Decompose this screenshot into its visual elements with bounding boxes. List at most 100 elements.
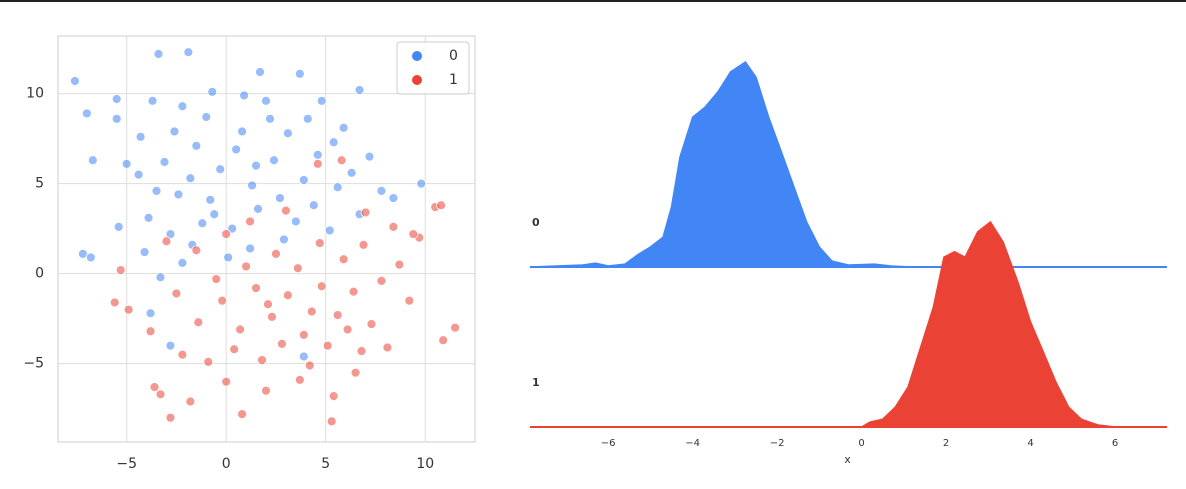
scatter-point: [328, 137, 339, 148]
scatter-point: [253, 203, 263, 214]
legend-box: [396, 41, 470, 95]
x-tick-label: −4: [685, 438, 700, 449]
scatter-point: [237, 409, 248, 419]
scatter-point: [314, 238, 325, 248]
x-tick-label: 4: [1027, 438, 1033, 449]
scatter-point: [298, 351, 309, 362]
scatter-point: [115, 265, 126, 275]
scatter-point: [121, 158, 132, 169]
scatter-point: [209, 209, 220, 220]
scatter-point: [376, 275, 387, 286]
scatter-point: [292, 263, 303, 274]
scatter-point: [364, 151, 375, 162]
y-tick-label: −5: [23, 356, 44, 372]
scatter-point: [223, 252, 234, 263]
scatter-point: [185, 396, 196, 407]
scatter-point: [332, 182, 343, 193]
scatter-point: [332, 310, 343, 320]
scatter-point: [231, 144, 242, 155]
scatter-point: [87, 155, 98, 166]
scatter-point: [77, 248, 88, 259]
ridge-label: 0: [532, 216, 540, 229]
scatter-point: [183, 47, 194, 58]
scatter-point: [261, 95, 271, 106]
scatter-point: [338, 122, 349, 133]
scatter-point: [155, 389, 166, 400]
scatter-point: [281, 205, 291, 216]
scatter-point: [316, 281, 327, 292]
scatter-point: [416, 178, 427, 189]
scatter-point: [342, 324, 353, 335]
scatter-point: [290, 216, 301, 227]
scatter-point: [149, 382, 160, 392]
scatter-point: [282, 290, 293, 301]
scatter-point: [366, 319, 377, 329]
scatter-point: [201, 112, 212, 122]
legend-label: 1: [449, 72, 458, 88]
scatter-point: [247, 180, 257, 191]
scatter-point: [211, 274, 222, 284]
scatter-point: [193, 317, 204, 328]
density-area: [530, 220, 1167, 428]
scatter-point: [203, 356, 214, 367]
scatter-point: [279, 234, 289, 245]
y-tick-label: 0: [35, 266, 44, 282]
scatter-point: [177, 257, 188, 268]
scatter-point: [229, 344, 240, 355]
scatter-point: [282, 128, 293, 139]
x-tick-label: −2: [770, 438, 785, 449]
scatter-point: [382, 342, 393, 353]
scatter-point: [171, 288, 182, 299]
scatter-point: [165, 412, 176, 423]
top-border: [0, 0, 1186, 2]
scatter-point: [450, 322, 460, 333]
scatter-point: [70, 76, 80, 86]
scatter-point: [346, 167, 357, 178]
scatter-point: [165, 340, 176, 351]
scatter-point: [159, 157, 170, 167]
scatter-point: [205, 194, 216, 205]
scatter-point: [235, 324, 246, 335]
scatter-point: [304, 360, 315, 371]
density-area: [529, 60, 1167, 268]
scatter-point: [245, 216, 255, 227]
scatter-point: [263, 299, 273, 310]
scatter-point: [109, 297, 120, 308]
x-tick-label: 10: [416, 456, 434, 472]
scatter-point: [85, 252, 96, 263]
scatter-point: [239, 90, 250, 101]
scatter-point: [217, 295, 228, 306]
scatter-point: [153, 49, 164, 59]
scatter-point: [324, 225, 335, 236]
scatter-point: [185, 173, 196, 184]
scatter-point: [215, 164, 226, 175]
x-tick-label: 2: [943, 438, 949, 449]
scatter-point: [237, 126, 248, 137]
scatter-point: [338, 254, 349, 265]
scatter-point: [207, 86, 218, 97]
scatter-point: [316, 95, 327, 106]
scatter-point: [191, 245, 202, 256]
legend-marker: [412, 75, 422, 85]
scatter-point: [350, 367, 361, 378]
scatter-point: [438, 335, 449, 346]
scatter-point: [277, 338, 287, 349]
scatter-point: [197, 218, 208, 229]
scatter-point: [173, 189, 184, 200]
legend-marker: [412, 51, 422, 61]
scatter-point: [255, 67, 265, 77]
scatter-point: [294, 374, 305, 385]
y-tick-label: 10: [26, 86, 44, 102]
scatter-point: [302, 113, 313, 124]
scatter-point: [257, 355, 267, 365]
scatter-point: [326, 416, 337, 427]
scatter-point: [139, 247, 150, 257]
scatter-point: [151, 185, 162, 196]
scatter-point: [111, 94, 122, 104]
scatter-point: [145, 326, 156, 337]
scatter-point: [376, 185, 387, 196]
scatter-point: [354, 85, 365, 95]
scatter-point: [245, 243, 255, 254]
scatter-point: [269, 155, 279, 166]
scatter-point: [360, 207, 371, 218]
